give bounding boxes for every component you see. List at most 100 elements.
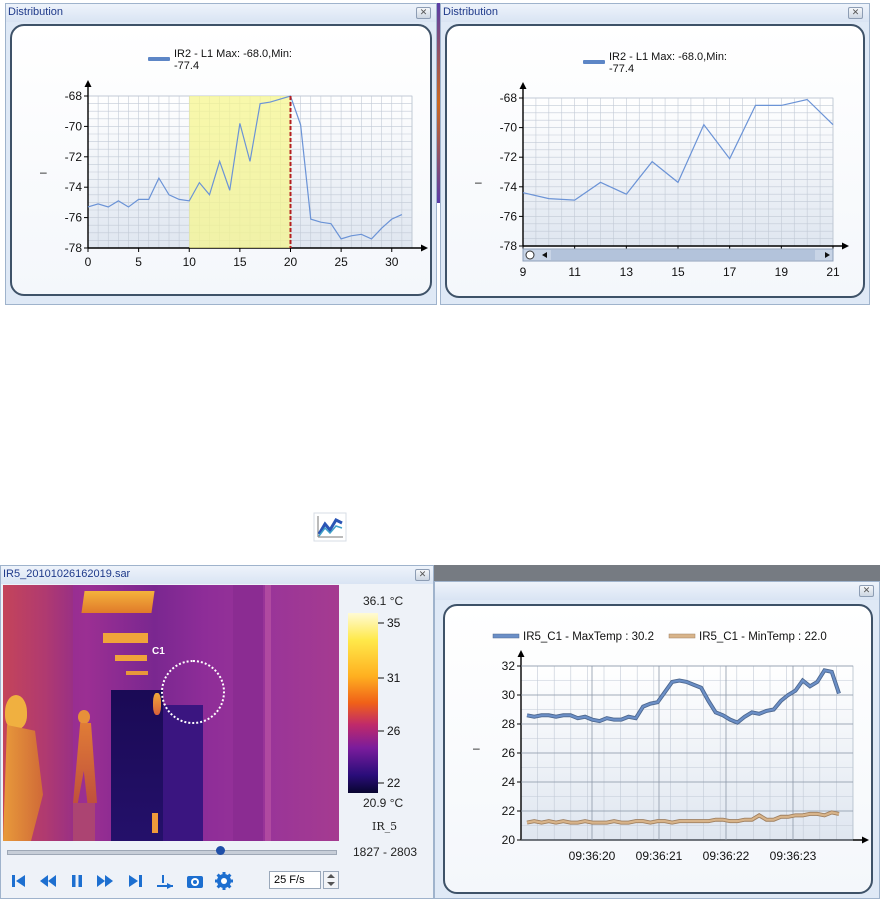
title-bar[interactable]: IR5_20101026162019.sar ✕ bbox=[1, 566, 433, 584]
y-axis-label: – bbox=[475, 175, 482, 189]
title-bar[interactable]: Distribution ✕ bbox=[441, 4, 869, 22]
fast-forward-icon[interactable] bbox=[95, 871, 115, 891]
frame-rate-spinner[interactable] bbox=[323, 871, 339, 889]
skip-to-start-icon[interactable] bbox=[9, 871, 29, 891]
doorway-right bbox=[163, 705, 203, 841]
x-tick-label: 09:36:20 bbox=[569, 849, 616, 863]
y-tick-label: -76 bbox=[500, 209, 518, 223]
frame-rate-input[interactable]: 25 F/s bbox=[269, 871, 321, 889]
y-tick-label: 30 bbox=[502, 688, 516, 702]
x-tick-label: 30 bbox=[385, 255, 399, 269]
column bbox=[233, 585, 263, 841]
y-axis-arrow bbox=[84, 80, 92, 87]
rewind-icon[interactable] bbox=[38, 871, 58, 891]
x-axis-arrow bbox=[842, 242, 849, 250]
zoom-reset-icon bbox=[525, 250, 535, 260]
gray-header-strip bbox=[434, 565, 880, 581]
y-tick-label: -74 bbox=[65, 180, 83, 194]
spinner-arrows-icon[interactable] bbox=[324, 872, 338, 888]
ceiling-light bbox=[103, 633, 148, 643]
line-chart: -68 -70 -72 -74 -76 -789 11 13 15 17 19 21 IR2 - L1 … bbox=[475, 51, 849, 279]
playback-slider-thumb[interactable] bbox=[216, 846, 226, 855]
x-tick-label: 21 bbox=[826, 265, 840, 279]
y-tick-label: -76 bbox=[65, 211, 83, 225]
y-tick-label: 32 bbox=[502, 659, 516, 673]
x-tick-label: 15 bbox=[671, 265, 685, 279]
x-tick-label: 25 bbox=[334, 255, 348, 269]
y-tick-label: 26 bbox=[502, 746, 516, 760]
person-left bbox=[5, 695, 27, 729]
y-tick-label: -78 bbox=[65, 241, 83, 255]
close-button[interactable]: ✕ bbox=[416, 7, 431, 19]
chart-scrollbar[interactable] bbox=[522, 248, 834, 262]
x-tick-label: 10 bbox=[183, 255, 197, 269]
y-axis-label: – bbox=[40, 165, 47, 179]
ceiling-light bbox=[81, 591, 155, 613]
title-bar[interactable]: Distribution ✕ bbox=[6, 4, 436, 22]
title-bar[interactable]: ✕ bbox=[435, 582, 879, 600]
series-line bbox=[87, 95, 403, 240]
series-line bbox=[522, 98, 834, 201]
settings-gear-icon[interactable] bbox=[214, 871, 234, 891]
person-middle-body bbox=[73, 723, 97, 803]
close-button[interactable]: ✕ bbox=[848, 7, 863, 19]
x-tick-label: 09:36:22 bbox=[703, 849, 750, 863]
pause-icon[interactable] bbox=[67, 871, 87, 891]
legend-label: IR5_C1 - MinTemp : 22.0 bbox=[699, 631, 827, 643]
x-tick-label: 0 bbox=[85, 255, 92, 269]
window-title: IR5_20101026162019.sar bbox=[3, 568, 131, 580]
line-chart: 32 30 28 26 24 22 20 09:36:20 09:36:21 09:36:22 09… bbox=[473, 631, 869, 863]
legend-swatch bbox=[583, 60, 605, 64]
camera-snapshot-icon[interactable] bbox=[185, 871, 205, 891]
x-tick-label: 09:36:21 bbox=[636, 849, 683, 863]
person-middle bbox=[78, 710, 90, 724]
skip-to-end-icon[interactable] bbox=[125, 871, 145, 891]
playback-slider[interactable] bbox=[7, 850, 337, 855]
ceiling-light bbox=[126, 671, 148, 675]
legend-swatch bbox=[668, 633, 696, 639]
x-axis-arrow bbox=[862, 836, 869, 844]
y-tick-label: -68 bbox=[65, 89, 83, 103]
x-tick-label: 17 bbox=[723, 265, 737, 279]
chart-icon[interactable] bbox=[313, 512, 347, 542]
camera-label: IR_5 bbox=[372, 820, 398, 833]
chart-panel: -68 -70 -72 -74 -76 -78 9 11 13 15 17 19 21 IR2 - L1 … bbox=[445, 24, 865, 298]
thermal-image[interactable]: C1 bbox=[3, 585, 339, 841]
window-title: Distribution bbox=[443, 6, 499, 18]
y-tick-label: 22 bbox=[502, 804, 516, 818]
distribution-window-right: Distribution ✕ -68 -70 -72 -74 -76 -78 9 11 13 15… bbox=[440, 3, 870, 305]
measurement-label: C1 bbox=[152, 646, 165, 657]
legend-label: IR2 - L1 Max: -68.0,Min: bbox=[174, 48, 292, 60]
scale-tick-label: 35 bbox=[387, 616, 401, 630]
x-tick-label: 13 bbox=[620, 265, 634, 279]
legend-label-cont: -77.4 bbox=[609, 63, 634, 75]
step-frame-icon[interactable] bbox=[155, 871, 175, 891]
chart-panel: -68 -70 -72 -74 -76 -78 0 5 10 15 20 25 30 IR2 - L1 M… bbox=[10, 24, 432, 296]
scroll-left-icon bbox=[542, 252, 547, 258]
highlight-region bbox=[189, 96, 291, 248]
hot-object bbox=[152, 813, 158, 833]
y-axis-arrow bbox=[517, 650, 525, 657]
measurement-circle[interactable] bbox=[161, 660, 225, 724]
scale-tick-label: 22 bbox=[387, 776, 401, 790]
x-tick-label: 20 bbox=[284, 255, 298, 269]
series-line bbox=[526, 811, 840, 824]
y-tick-label: 28 bbox=[502, 717, 516, 731]
scale-max-label: 36.1 °C bbox=[363, 594, 404, 608]
y-tick-label: -72 bbox=[500, 150, 518, 164]
y-tick-label: -72 bbox=[65, 150, 83, 164]
chart-panel: 32 30 28 26 24 22 20 09:36:20 09:36:21 09:36:22 09… bbox=[443, 604, 873, 894]
close-button[interactable]: ✕ bbox=[415, 569, 430, 581]
y-tick-label: 24 bbox=[502, 775, 516, 789]
legend-swatch bbox=[492, 633, 520, 639]
window-divider bbox=[437, 3, 440, 203]
line-chart: -68 -70 -72 -74 -76 -780 5 10 15 20 25 30 IR2 - L1 M… bbox=[40, 48, 428, 269]
close-button[interactable]: ✕ bbox=[859, 585, 874, 597]
frame-range: 1827 - 2803 bbox=[353, 845, 418, 859]
scale-min-label: 20.9 °C bbox=[363, 796, 404, 810]
floor-reflection bbox=[73, 803, 95, 841]
playback-toolbar bbox=[9, 871, 259, 893]
window-title: Distribution bbox=[8, 6, 64, 18]
scroll-right-icon bbox=[825, 252, 830, 258]
y-axis-arrow bbox=[519, 82, 527, 89]
